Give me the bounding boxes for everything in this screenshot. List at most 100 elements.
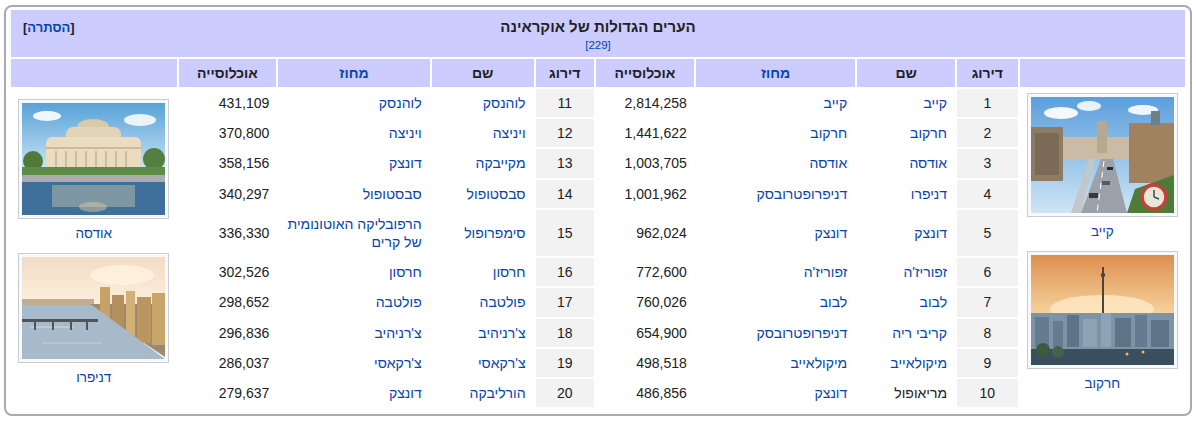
city-cell: אודסה <box>857 149 955 177</box>
province-link[interactable]: דונצק <box>815 385 848 401</box>
rank-cell: 9 <box>957 349 1018 377</box>
dnipro-photo-figure: דניפרו <box>13 253 175 386</box>
header-name: שם <box>432 59 534 87</box>
title-cell: [הסתרה] הערים הגדולות של אוקראינה [229] <box>11 10 1185 57</box>
rank-cell: 16 <box>536 258 595 286</box>
table-row: קייב <box>11 89 1185 117</box>
province-link[interactable]: קייב <box>824 95 848 111</box>
kharkiv-photo[interactable] <box>1027 251 1178 369</box>
kyiv-caption-link[interactable]: קייב <box>1091 224 1114 239</box>
city-link[interactable]: צ'רניהיב <box>478 325 525 341</box>
population-cell: 962,024 <box>596 210 694 256</box>
table-row: 7 לבוב לבוב 760,026 17 פולטבה פולטבה 298… <box>11 288 1185 316</box>
city-link[interactable]: לבוב <box>920 294 948 310</box>
province-link[interactable]: צ'רקאסי <box>374 355 422 371</box>
province-cell: זפוריז'ה <box>696 258 855 286</box>
kyiv-photo[interactable] <box>1027 93 1178 217</box>
city-cell: סימפרופול <box>432 210 534 256</box>
rank-cell: 14 <box>536 180 595 208</box>
city-link[interactable]: מיקולאייב <box>890 355 947 371</box>
city-link[interactable]: דונצק <box>914 225 947 241</box>
reference-link[interactable]: [229] <box>585 39 611 51</box>
dnipro-caption-link[interactable]: דניפרו <box>76 370 111 385</box>
city-link[interactable]: מקייבקה <box>476 155 526 171</box>
population-cell: 431,109 <box>179 89 277 117</box>
city-cell: צ'רניהיב <box>432 319 534 347</box>
rank-cell: 3 <box>957 149 1018 177</box>
city-link[interactable]: לוהנסק <box>483 95 526 111</box>
rank-cell: 20 <box>536 379 595 407</box>
province-link[interactable]: צ'רניהיב <box>374 325 421 341</box>
province-link[interactable]: הרפובליקה האוטונומית של קרים <box>288 216 422 250</box>
rank-cell: 12 <box>536 119 595 147</box>
city-link[interactable]: קריבי ריה <box>892 325 947 341</box>
province-link[interactable]: דונצק <box>389 155 422 171</box>
rank-cell: 18 <box>536 319 595 347</box>
province-header-link[interactable]: מחוז <box>339 65 368 81</box>
city-link[interactable]: אודסה <box>909 155 947 171</box>
odesa-caption-link[interactable]: אודסה <box>76 226 112 241</box>
city-link[interactable]: זפוריז'ה <box>903 264 947 280</box>
province-link[interactable]: דניפרופטרובסק <box>756 186 847 202</box>
province-link[interactable]: פולטבה <box>376 294 422 310</box>
province-cell: צ'רניהיב <box>278 319 429 347</box>
hide-link[interactable]: הסתרה <box>27 20 70 35</box>
collapse-toggle[interactable]: [הסתרה] <box>23 20 75 37</box>
title-row: [הסתרה] הערים הגדולות של אוקראינה [229] <box>11 10 1185 57</box>
kyiv-maidan-scene <box>1031 97 1174 213</box>
province-cell: דונצק <box>278 379 429 407</box>
province-cell: דניפרופטרובסק <box>696 180 855 208</box>
city-link[interactable]: חרקוב <box>910 125 947 141</box>
province-link[interactable]: חרקוב <box>810 125 847 141</box>
population-cell: 760,026 <box>596 288 694 316</box>
odesa-photo[interactable] <box>18 99 169 219</box>
photo-caption: אודסה <box>13 226 175 242</box>
city-link[interactable]: קייב <box>923 95 947 111</box>
city-cell: ויניצה <box>432 119 534 147</box>
city-link[interactable]: דניפרו <box>911 186 947 202</box>
city-cell: זפוריז'ה <box>857 258 955 286</box>
city-link[interactable]: ויניצה <box>493 125 526 141</box>
province-link[interactable]: דניפרופטרובסק <box>756 325 847 341</box>
table-row: 8 קריבי ריה דניפרופטרובסק 654,900 18 צ'ר… <box>11 319 1185 347</box>
province-link[interactable]: זפוריז'ה <box>804 264 848 280</box>
city-link[interactable]: סבסטופול <box>467 186 526 202</box>
rank-cell: 10 <box>957 379 1018 407</box>
province-link[interactable]: סבסטופול <box>363 186 422 202</box>
city-cell: לוהנסק <box>432 89 534 117</box>
population-cell: 336,330 <box>179 210 277 256</box>
rank-cell: 8 <box>957 319 1018 347</box>
population-cell: 1,003,705 <box>596 149 694 177</box>
header-province: מחוז <box>696 59 855 87</box>
city-cell: מקייבקה <box>432 149 534 177</box>
table-row: 5 דונצק דונצק 962,024 15 סימפרופול הרפוב… <box>11 210 1185 256</box>
city-link[interactable]: פולטבה <box>480 294 526 310</box>
header-name: שם <box>857 59 955 87</box>
rank-cell: 5 <box>957 210 1018 256</box>
province-link[interactable]: מיקולאייב <box>791 355 848 371</box>
province-link[interactable]: אודסה <box>810 155 848 171</box>
city-link[interactable]: סימפרופול <box>464 225 525 241</box>
province-link[interactable]: חרסון <box>389 264 422 280</box>
population-cell: 1,441,622 <box>596 119 694 147</box>
province-link[interactable]: לבוב <box>820 294 848 310</box>
province-cell: מיקולאייב <box>696 349 855 377</box>
kharkiv-sunset-scene <box>1031 255 1174 365</box>
province-link[interactable]: ויניצה <box>389 125 422 141</box>
kharkiv-caption-link[interactable]: חרקוב <box>1084 376 1120 391</box>
city-cell: לבוב <box>857 288 955 316</box>
city-cell: דניפרו <box>857 180 955 208</box>
header-rank: דירוג <box>957 59 1018 87</box>
header-population: אוכלוסייה <box>596 59 694 87</box>
city-link[interactable]: צ'רקאסי <box>478 355 526 371</box>
header-image-left-spacer <box>11 59 177 87</box>
city-link[interactable]: הורליבקה <box>470 385 526 401</box>
province-link[interactable]: דונצק <box>815 225 848 241</box>
province-link[interactable]: לוהנסק <box>379 95 422 111</box>
province-header-link[interactable]: מחוז <box>761 65 790 81</box>
rank-cell: 13 <box>536 149 595 177</box>
dnipro-photo[interactable] <box>18 253 169 363</box>
city-link[interactable]: חרסון <box>493 264 526 280</box>
population-cell: 772,600 <box>596 258 694 286</box>
province-link[interactable]: דונצק <box>389 385 422 401</box>
